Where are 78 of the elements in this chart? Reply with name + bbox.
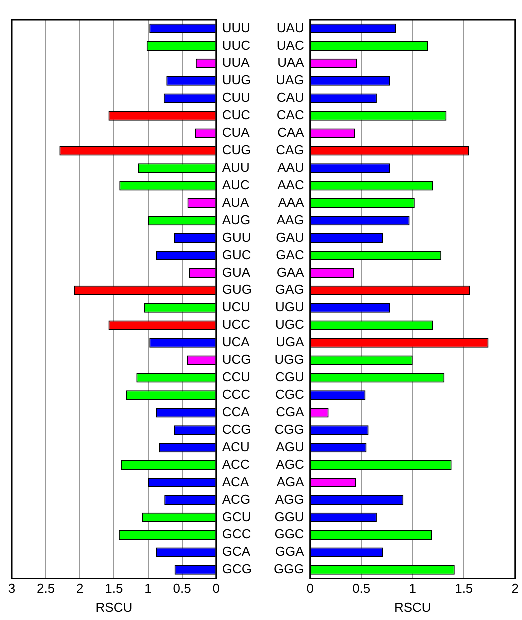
x-tick-label: 2 [76, 581, 84, 596]
y-tick-label: AAC [278, 177, 304, 192]
y-tick-label: AGU [276, 439, 304, 454]
y-tick-label: UGC [275, 317, 304, 332]
y-tick-label: CGC [275, 387, 304, 402]
y-tick-label: GAC [276, 247, 304, 262]
y-tick-label: UAA [278, 55, 305, 70]
y-tick-label: ACA [222, 474, 250, 490]
y-tick-label: GAU [276, 230, 304, 245]
y-tick-label: ACC [222, 456, 250, 472]
y-tick-label: GUC [222, 247, 252, 262]
y-tick-label: AGG [275, 492, 304, 507]
y-tick-label: CUG [222, 142, 252, 158]
y-tick-label: UGA [276, 334, 305, 350]
y-tick-label: UUA [222, 55, 250, 70]
y-tick-label: GGC [274, 526, 304, 542]
y-tick-label: CCG [222, 422, 252, 437]
y-tick-label: CAA [278, 125, 305, 140]
x-tick-label: 3 [8, 581, 16, 596]
y-tick-label: UUU [222, 20, 251, 36]
y-tick-label: GAA [276, 264, 305, 280]
y-tick-label: UCC [222, 317, 251, 332]
y-tick-label: UCU [222, 300, 251, 315]
y-tick-label: AUA [222, 194, 250, 210]
y-tick-label: CGU [275, 370, 304, 385]
y-tick-label: AAU [278, 160, 304, 176]
y-tick-label: AGC [276, 456, 304, 472]
y-tick-label: GGU [274, 509, 304, 524]
y-tick-label: GUA [222, 264, 251, 280]
x-tick-label: 1 [144, 581, 152, 596]
y-tick-label: GCU [222, 509, 252, 524]
x-axis-title: RSCU [96, 600, 133, 615]
y-tick-label: CGA [276, 404, 305, 420]
y-tick-label: CAC [276, 108, 304, 123]
y-tick-label: AGA [276, 474, 305, 490]
y-tick-label: CGG [274, 422, 304, 437]
y-tick-label: GCC [222, 526, 252, 542]
y-tick-label: CUU [222, 90, 251, 106]
y-tick-label: CUA [222, 125, 250, 140]
y-tick-label: AUC [222, 177, 250, 192]
y-tick-label: CAU [276, 90, 304, 106]
y-tick-label: UAC [276, 38, 304, 53]
y-tick-label: UCG [222, 352, 252, 368]
y-tick-label: GAG [275, 282, 304, 298]
y-tick-label: UGG [274, 352, 304, 368]
y-tick-label: CCA [222, 404, 250, 420]
y-tick-label: UAU [276, 20, 304, 36]
y-tick-label: AAG [276, 212, 304, 228]
y-tick-label: CCC [222, 387, 251, 402]
y-tick-label: UUG [222, 72, 252, 88]
y-tick-label: UCA [222, 334, 250, 350]
y-tick-label: GUG [222, 282, 252, 298]
x-tick-label: 1 [409, 581, 416, 596]
x-tick-label: 1.5 [455, 581, 474, 596]
y-tick-label: AAA [278, 194, 305, 210]
y-tick-label: GCG [222, 562, 252, 577]
y-tick-label: ACG [222, 492, 251, 507]
y-tick-label: UAG [276, 72, 304, 88]
x-tick-label: 1.5 [105, 581, 124, 596]
y-tick-label: UGU [275, 300, 304, 315]
y-tick-label: GUU [222, 230, 252, 245]
x-tick-label: 2 [512, 581, 519, 596]
y-tick-label: GCA [222, 544, 251, 560]
x-axis-title: RSCU [394, 600, 432, 615]
y-tick-label: GGA [275, 544, 305, 560]
y-tick-label: CAG [276, 142, 304, 158]
x-tick-label: 0.5 [352, 581, 371, 596]
y-tick-label: UUC [222, 38, 251, 53]
y-tick-label: GGG [274, 562, 304, 577]
y-tick-label: AUU [222, 160, 250, 176]
x-tick-label: 0.5 [173, 581, 192, 596]
y-tick-label: CUC [222, 108, 251, 123]
y-tick-label: CCU [222, 370, 251, 385]
x-tick-label: 2.5 [37, 581, 56, 596]
y-tick-label: ACU [222, 439, 250, 454]
x-tick-label: 0 [306, 581, 314, 596]
x-tick-label: 0 [212, 581, 220, 596]
y-tick-label: AUG [222, 212, 251, 228]
